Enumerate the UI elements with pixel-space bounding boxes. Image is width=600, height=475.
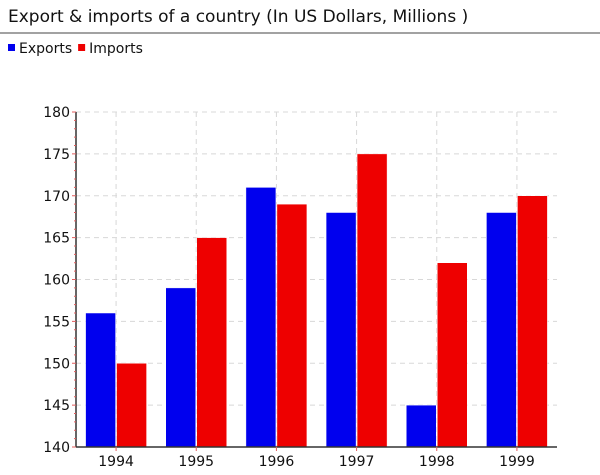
- bar-imports-1997: [356, 153, 388, 448]
- legend: Exports Imports: [8, 41, 143, 57]
- x-tick-label: 1996: [259, 454, 295, 470]
- bar-exports-1994: [85, 312, 116, 448]
- bar-imports-1994: [116, 363, 147, 448]
- y-tick-label: 155: [43, 314, 70, 330]
- x-tick-label: 1997: [339, 454, 375, 470]
- legend-label-exports: Exports: [19, 41, 72, 57]
- y-tick-label: 145: [43, 398, 70, 414]
- y-tick-label: 165: [43, 231, 70, 247]
- legend-label-imports: Imports: [89, 41, 143, 57]
- bar-imports-1998: [437, 262, 468, 448]
- legend-swatch-exports: [8, 44, 15, 51]
- y-tick-label: 150: [43, 356, 70, 372]
- x-tick-label: 1999: [499, 454, 535, 470]
- bars: [85, 153, 548, 448]
- y-tick-label: 160: [43, 273, 70, 289]
- bar-imports-1995: [196, 237, 227, 448]
- chart-title: Export & imports of a country (In US Dol…: [8, 7, 468, 27]
- x-tick-label: 1998: [419, 454, 455, 470]
- bar-exports-1999: [486, 212, 517, 448]
- bar-exports-1997: [325, 212, 357, 448]
- bar-exports-1996: [245, 187, 277, 448]
- bar-exports-1998: [406, 404, 437, 448]
- y-tick-label: 170: [43, 189, 70, 205]
- x-axis-ticks: 1994 1995 1996 1997 1998 1999: [98, 447, 535, 470]
- y-tick-label: 140: [43, 440, 70, 456]
- bar-imports-1996: [276, 203, 308, 448]
- y-tick-label: 175: [43, 147, 70, 163]
- x-tick-label: 1994: [98, 454, 134, 470]
- bar-imports-1999: [517, 195, 548, 448]
- bar-exports-1995: [165, 287, 196, 448]
- grid-lines: [76, 111, 557, 447]
- y-tick-label: 180: [43, 105, 70, 121]
- legend-swatch-imports: [78, 44, 86, 51]
- y-axis-ticks: 140 145 150 155 160 165 170 175 180: [43, 105, 76, 456]
- x-tick-label: 1995: [178, 454, 214, 470]
